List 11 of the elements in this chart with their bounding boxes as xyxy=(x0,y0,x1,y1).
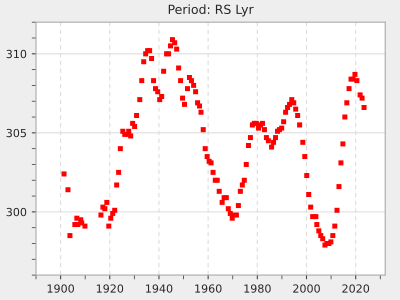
chart-title: Period: RS Lyr xyxy=(168,4,254,16)
x-tick-label: 1960 xyxy=(195,284,222,293)
y-tick-label: 305 xyxy=(6,128,26,138)
y-tick-label: 300 xyxy=(6,208,26,216)
x-tick-label: 2000 xyxy=(293,284,320,293)
y-tick-label: 310 xyxy=(6,50,26,58)
x-tick-label: 2020 xyxy=(342,284,370,293)
x-tick-label: 1900 xyxy=(48,284,74,293)
x-tick-label: 1940 xyxy=(146,284,172,293)
x-tick-label: 1920 xyxy=(96,284,124,293)
x-tick-label: 1980 xyxy=(244,284,271,293)
